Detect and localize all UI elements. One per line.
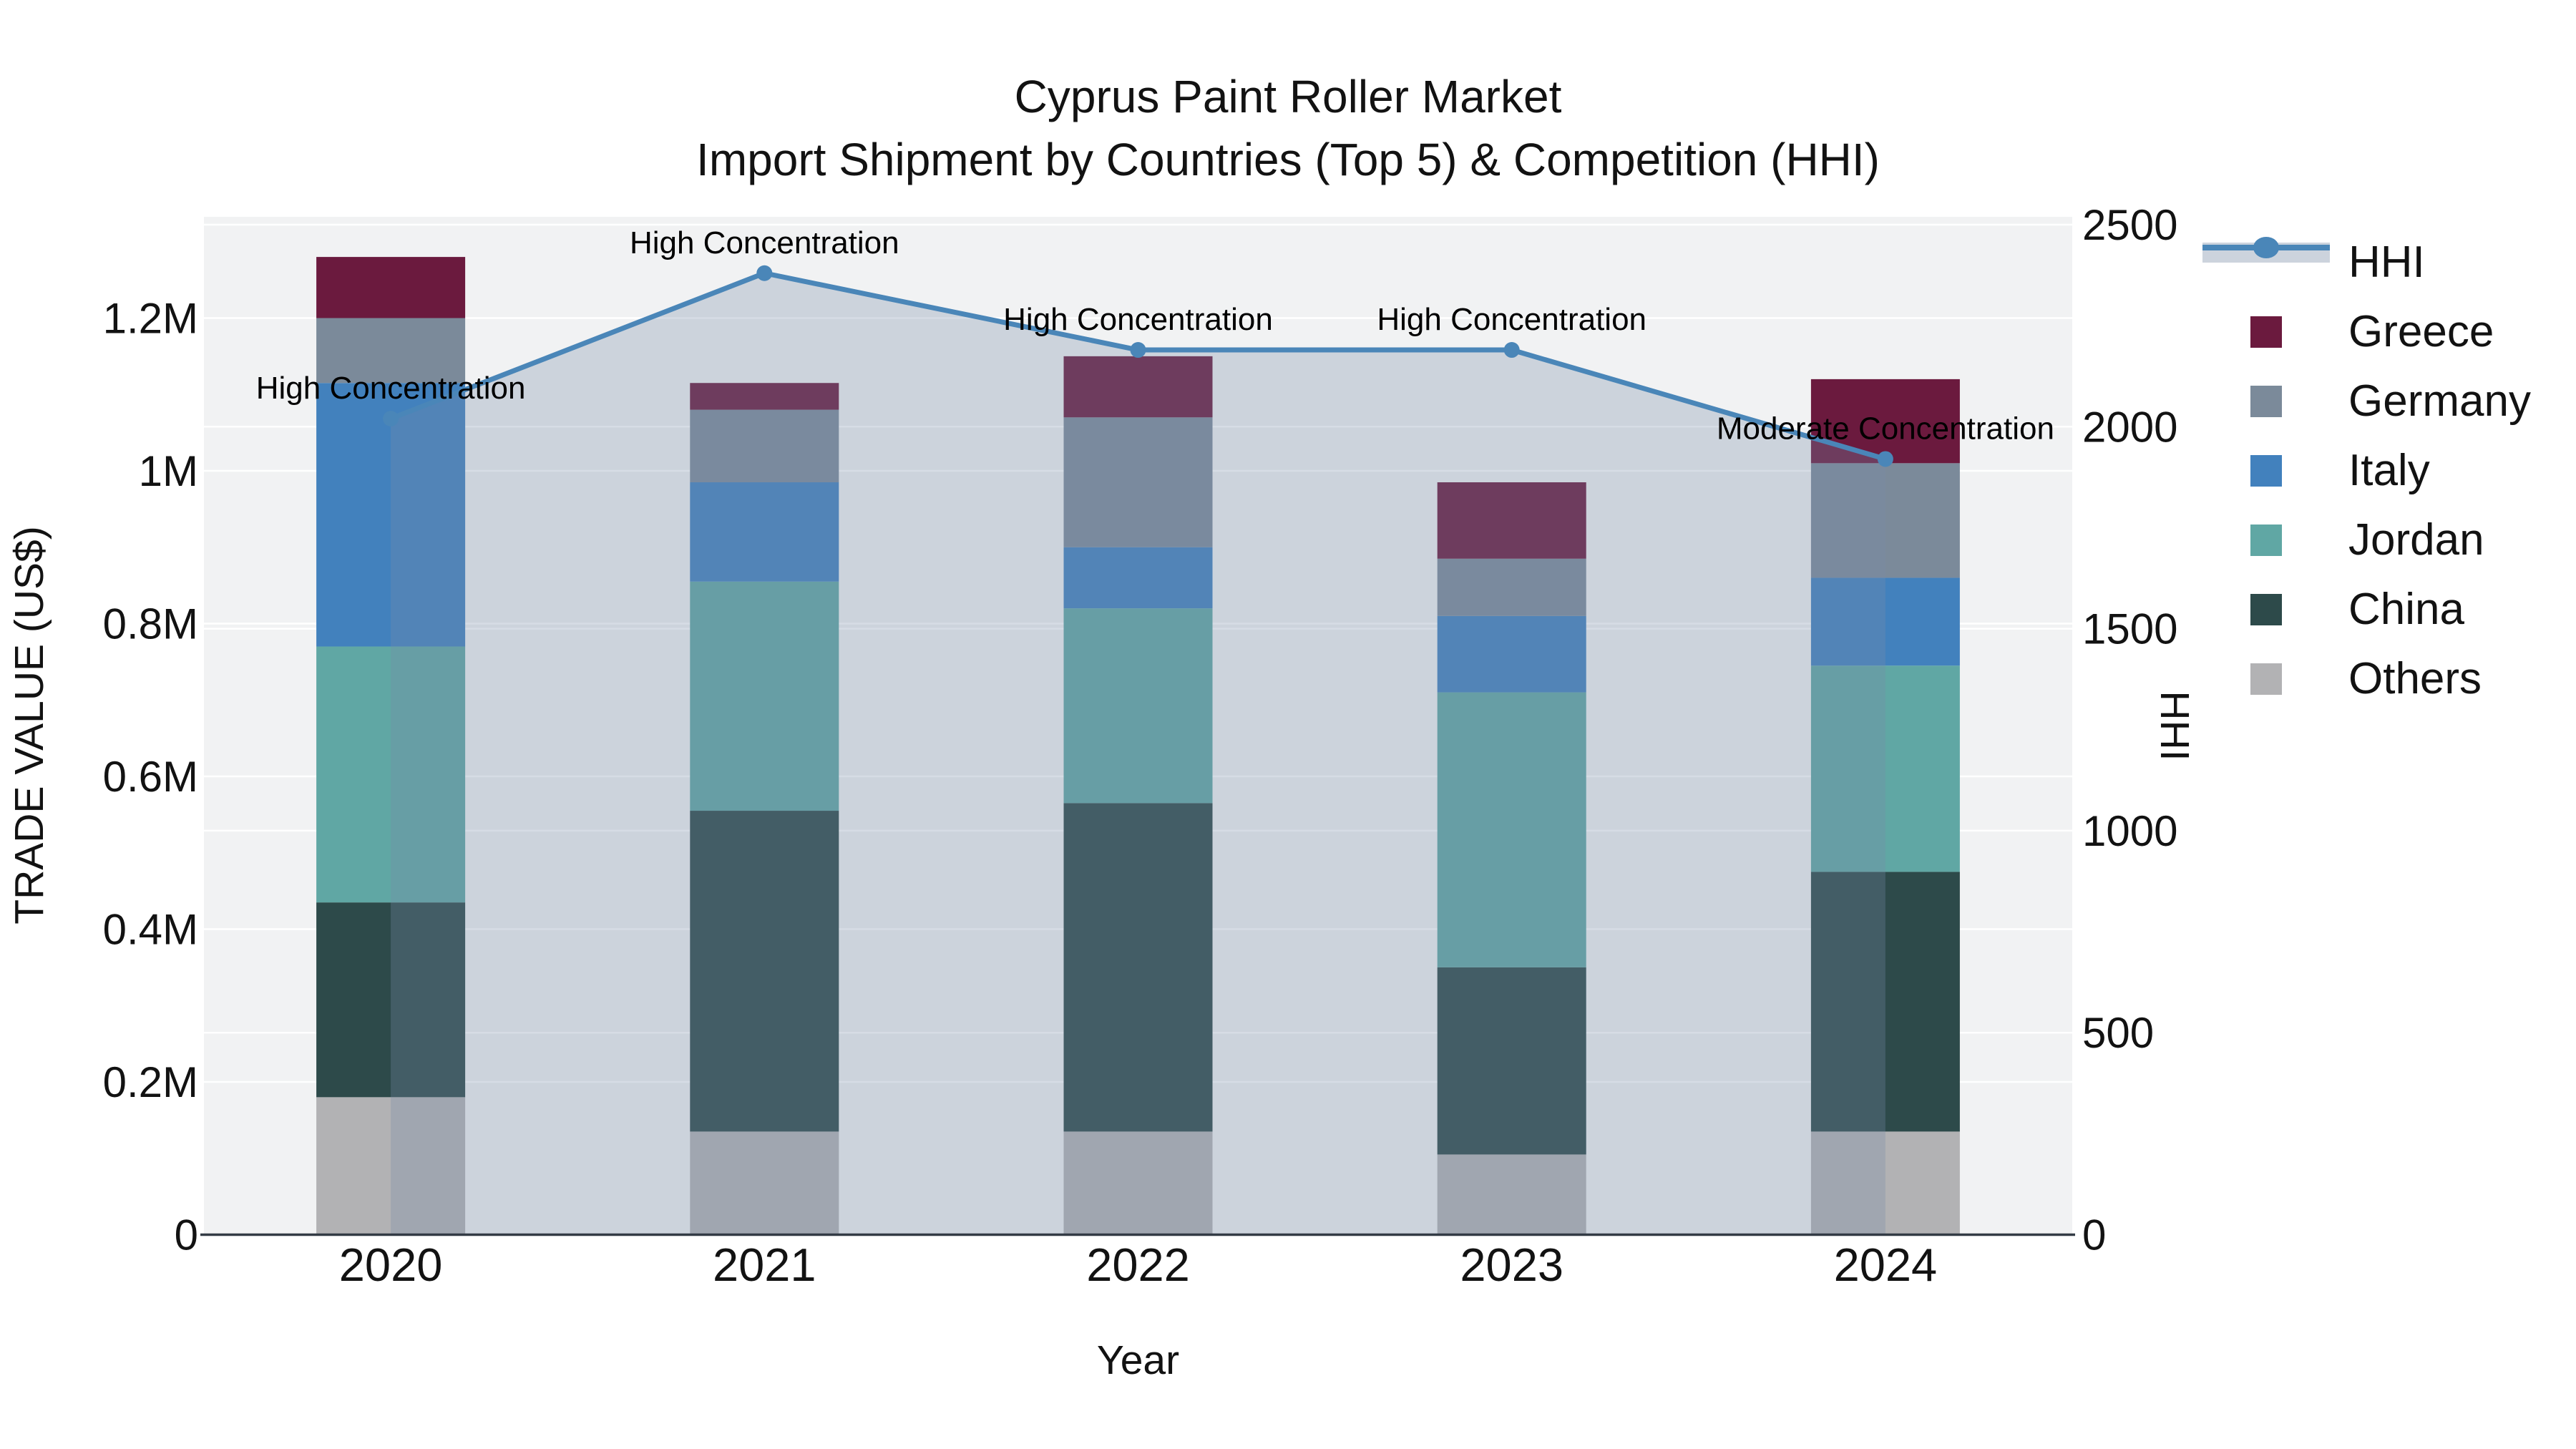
y-axis-title-right: HHI bbox=[2152, 691, 2197, 761]
bar-2022-italy[interactable] bbox=[1063, 547, 1213, 609]
y-tick-right-2500: 2500 bbox=[2082, 201, 2177, 249]
bar-2022-germany[interactable] bbox=[1063, 417, 1213, 547]
bar-2023-italy[interactable] bbox=[1437, 615, 1586, 693]
legend-swatch-others bbox=[2250, 663, 2282, 695]
legend-label-others: Others bbox=[2348, 654, 2482, 703]
y-tick-left-0.2M: 0.2M bbox=[103, 1058, 198, 1106]
legend-label-china: China bbox=[2348, 585, 2464, 634]
hhi-point-2020[interactable] bbox=[383, 411, 399, 427]
legend-item-others[interactable]: Others bbox=[2202, 644, 2531, 713]
bar-2024-germany[interactable] bbox=[1810, 463, 1960, 578]
bar-2022-greece[interactable] bbox=[1063, 356, 1213, 418]
y-axis-title-left: TRADE VALUE (US$) bbox=[6, 526, 52, 924]
legend: HHI Greece Germany Italy Jordan China Others bbox=[2202, 228, 2531, 713]
hhi-area-fill bbox=[391, 273, 1885, 1235]
x-tick-2023: 2023 bbox=[1460, 1239, 1563, 1291]
hhi-point-2021[interactable] bbox=[756, 265, 773, 281]
bar-2021-italy[interactable] bbox=[690, 482, 839, 582]
bar-2023-greece[interactable] bbox=[1437, 482, 1586, 559]
y-tick-left-1M: 1M bbox=[139, 447, 198, 495]
bar-2021-china[interactable] bbox=[690, 811, 839, 1132]
bar-2024-italy[interactable] bbox=[1810, 577, 1960, 666]
y-tick-right-500: 500 bbox=[2082, 1009, 2154, 1057]
legend-swatch-greece bbox=[2250, 316, 2282, 348]
legend-item-hhi[interactable]: HHI bbox=[2202, 228, 2531, 297]
bar-2021-greece[interactable] bbox=[690, 383, 839, 410]
bar-2023-others[interactable] bbox=[1437, 1154, 1586, 1235]
legend-swatch-italy bbox=[2250, 454, 2282, 487]
y-tick-right-1500: 1500 bbox=[2082, 605, 2177, 653]
bar-2021-others[interactable] bbox=[690, 1131, 839, 1235]
x-tick-2020: 2020 bbox=[339, 1239, 443, 1291]
y-tick-left-0: 0 bbox=[175, 1211, 198, 1259]
y-tick-left-0.8M: 0.8M bbox=[103, 600, 198, 648]
bar-2020-italy[interactable] bbox=[316, 383, 466, 647]
annotation-2020: High Concentration bbox=[256, 371, 526, 406]
annotation-2024: Moderate Concentration bbox=[1717, 411, 2054, 446]
legend-label-jordan: Jordan bbox=[2348, 515, 2484, 565]
legend-swatch-china bbox=[2250, 593, 2282, 625]
hhi-point-2024[interactable] bbox=[1877, 451, 1893, 467]
legend-swatch-germany bbox=[2250, 385, 2282, 417]
bar-2024-others[interactable] bbox=[1810, 1131, 1960, 1235]
annotation-2023: High Concentration bbox=[1377, 302, 1646, 337]
x-tick-2024: 2024 bbox=[1834, 1239, 1938, 1291]
y-tick-right-0: 0 bbox=[2082, 1211, 2106, 1259]
x-tick-2021: 2021 bbox=[713, 1239, 816, 1291]
bar-2020-greece[interactable] bbox=[316, 257, 466, 318]
bar-2021-jordan[interactable] bbox=[690, 581, 839, 811]
hhi-point-2023[interactable] bbox=[1503, 342, 1520, 358]
bar-2024-china[interactable] bbox=[1810, 872, 1960, 1132]
legend-item-germany[interactable]: Germany bbox=[2202, 366, 2531, 436]
y-tick-right-2000: 2000 bbox=[2082, 403, 2177, 451]
annotation-2022: High Concentration bbox=[1003, 302, 1273, 337]
y-tick-left-0.6M: 0.6M bbox=[103, 753, 198, 801]
x-tick-2022: 2022 bbox=[1086, 1239, 1190, 1291]
bar-2022-jordan[interactable] bbox=[1063, 608, 1213, 804]
legend-label-italy: Italy bbox=[2348, 446, 2430, 495]
legend-item-italy[interactable]: Italy bbox=[2202, 436, 2531, 505]
hhi-point-2022[interactable] bbox=[1130, 342, 1146, 358]
legend-label-germany: Germany bbox=[2348, 376, 2531, 426]
y-tick-left-0.4M: 0.4M bbox=[103, 906, 198, 954]
bar-2023-germany[interactable] bbox=[1437, 558, 1586, 616]
bar-2024-greece[interactable] bbox=[1810, 379, 1960, 464]
legend-item-jordan[interactable]: Jordan bbox=[2202, 505, 2531, 575]
legend-label-hhi: HHI bbox=[2348, 238, 2425, 287]
bar-2023-jordan[interactable] bbox=[1437, 692, 1586, 967]
bar-2020-china[interactable] bbox=[316, 902, 466, 1098]
annotation-2021: High Concentration bbox=[630, 225, 899, 260]
bar-2022-china[interactable] bbox=[1063, 803, 1213, 1132]
y-tick-left-1.2M: 1.2M bbox=[103, 295, 198, 343]
bar-2023-china[interactable] bbox=[1437, 967, 1586, 1155]
legend-label-greece: Greece bbox=[2348, 307, 2494, 356]
chart-title-line2: Import Shipment by Countries (Top 5) & C… bbox=[696, 134, 1880, 185]
y-tick-right-1000: 1000 bbox=[2082, 807, 2177, 855]
bar-2022-others[interactable] bbox=[1063, 1131, 1213, 1235]
bar-2020-others[interactable] bbox=[316, 1097, 466, 1235]
bar-2020-jordan[interactable] bbox=[316, 646, 466, 903]
bar-2021-germany[interactable] bbox=[690, 409, 839, 483]
legend-item-greece[interactable]: Greece bbox=[2202, 297, 2531, 366]
legend-item-china[interactable]: China bbox=[2202, 575, 2531, 644]
chart-title-line1: Cyprus Paint Roller Market bbox=[1014, 71, 1562, 122]
bar-2024-jordan[interactable] bbox=[1810, 665, 1960, 872]
legend-swatch-jordan bbox=[2250, 524, 2282, 556]
x-axis-title: Year bbox=[1096, 1337, 1180, 1383]
bar-2020-germany[interactable] bbox=[316, 318, 466, 384]
